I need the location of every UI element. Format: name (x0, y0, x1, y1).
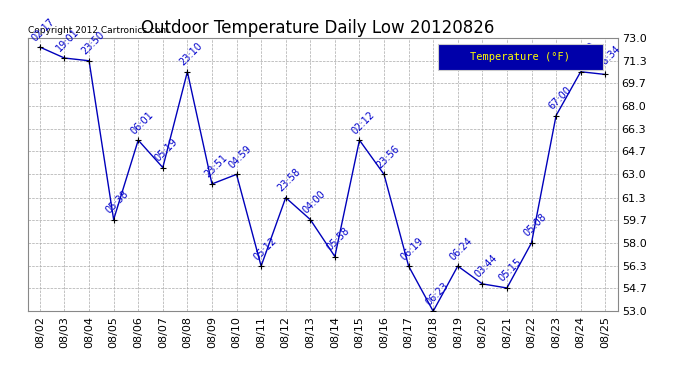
Text: 04:00: 04:00 (300, 189, 327, 215)
Text: 23:51: 23:51 (202, 153, 229, 180)
Text: 05:19: 05:19 (153, 136, 179, 164)
Text: 23:58: 23:58 (276, 166, 303, 194)
Text: 02:12: 02:12 (350, 109, 377, 136)
Text: 05:12: 05:12 (251, 235, 278, 262)
Text: 23:50: 23:50 (79, 30, 106, 57)
Text: 67:00: 67:00 (546, 85, 573, 111)
Text: 06:23: 06:23 (424, 280, 450, 307)
Text: 04:59: 04:59 (227, 143, 253, 170)
Text: 06:19: 06:19 (399, 235, 426, 262)
Text: 06:01: 06:01 (128, 109, 155, 136)
Text: Outdoor Temperature Daily Low 20120826: Outdoor Temperature Daily Low 20120826 (141, 19, 494, 37)
Text: 05:15: 05:15 (497, 257, 524, 284)
Text: 05:08: 05:08 (522, 212, 549, 238)
Text: 23:10: 23:10 (177, 41, 204, 68)
Text: 05:38: 05:38 (104, 189, 130, 215)
Text: 19:01: 19:01 (55, 27, 81, 54)
Text: Copyright 2012 Cartronics.com: Copyright 2012 Cartronics.com (28, 26, 169, 35)
Text: Temperature (°F): Temperature (°F) (470, 53, 570, 62)
Text: 06:34: 06:34 (595, 44, 622, 70)
FancyBboxPatch shape (437, 44, 603, 70)
Text: 03:44: 03:44 (473, 253, 499, 280)
Text: 05:59: 05:59 (571, 40, 598, 68)
Text: 02:17: 02:17 (30, 16, 57, 43)
Text: 23:56: 23:56 (374, 143, 401, 170)
Text: 05:58: 05:58 (325, 225, 352, 252)
Text: 06:24: 06:24 (448, 235, 475, 262)
